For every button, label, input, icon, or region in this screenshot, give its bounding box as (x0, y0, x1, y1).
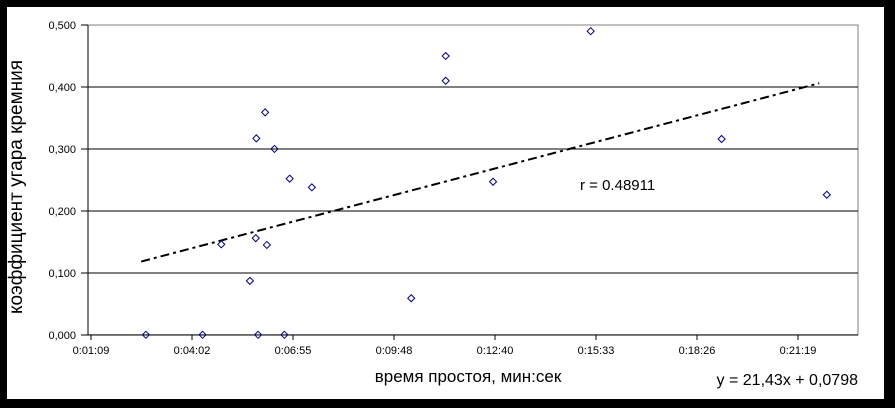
data-point-marker (822, 190, 832, 199)
x-tick-labels: 0:01:09 0:04:02 0:06:55 0:09:48 0:12:40 0:15:… (73, 345, 817, 357)
data-points (141, 26, 832, 340)
data-point-marker (260, 108, 270, 117)
data-point-marker (198, 330, 207, 340)
data-point-marker (251, 233, 260, 243)
y-tick-label: 0,200 (48, 206, 76, 218)
x-tick-label: 0:12:40 (477, 345, 514, 357)
correlation-annotation: r = 0.48911 (580, 177, 655, 194)
data-point-marker (285, 174, 294, 183)
data-point-marker (307, 183, 317, 192)
data-point-marker (245, 276, 255, 286)
data-point-marker (141, 330, 151, 340)
y-tick-label: 0,000 (48, 330, 76, 342)
data-point-marker (441, 76, 450, 85)
x-tick-label: 0:04:02 (174, 345, 211, 357)
x-tick-label: 0:09:48 (376, 345, 413, 357)
x-tick-label: 0:01:09 (73, 345, 110, 357)
data-point-marker (488, 177, 498, 186)
y-axis-title: коэффициент угара кремния (6, 60, 27, 314)
y-tick-label: 0,400 (48, 82, 76, 94)
data-point-marker (262, 240, 272, 250)
data-point-marker (217, 240, 226, 249)
data-point-marker (252, 134, 261, 143)
axes (81, 24, 858, 340)
data-point-marker (407, 294, 416, 303)
y-tick-label: 0,300 (48, 144, 76, 156)
data-point-marker (280, 330, 289, 340)
trendline (140, 82, 820, 263)
x-tick-label: 0:18:26 (679, 345, 716, 357)
gridlines (88, 86, 858, 274)
y-tick-label: 0,100 (48, 268, 76, 280)
data-point-marker (586, 26, 595, 36)
chart-background (7, 7, 884, 399)
x-tick-label: 0:06:55 (275, 345, 312, 357)
x-axis-title: время простоя, мин:сек (375, 367, 562, 386)
y-tick-label: 0,500 (48, 20, 76, 32)
data-point-marker (441, 51, 450, 61)
trendline-layer (140, 82, 820, 263)
data-point-marker (717, 134, 726, 144)
equation-annotation: y = 21,43x + 0,0798 (717, 372, 859, 389)
x-tick-label: 0:21:19 (780, 345, 817, 357)
data-point-marker (253, 330, 263, 340)
x-tick-label: 0:15:33 (578, 345, 615, 357)
y-tick-labels: 0,000 0,100 0,200 0,300 0,400 0,500 (48, 20, 76, 342)
data-point-marker (270, 144, 279, 154)
